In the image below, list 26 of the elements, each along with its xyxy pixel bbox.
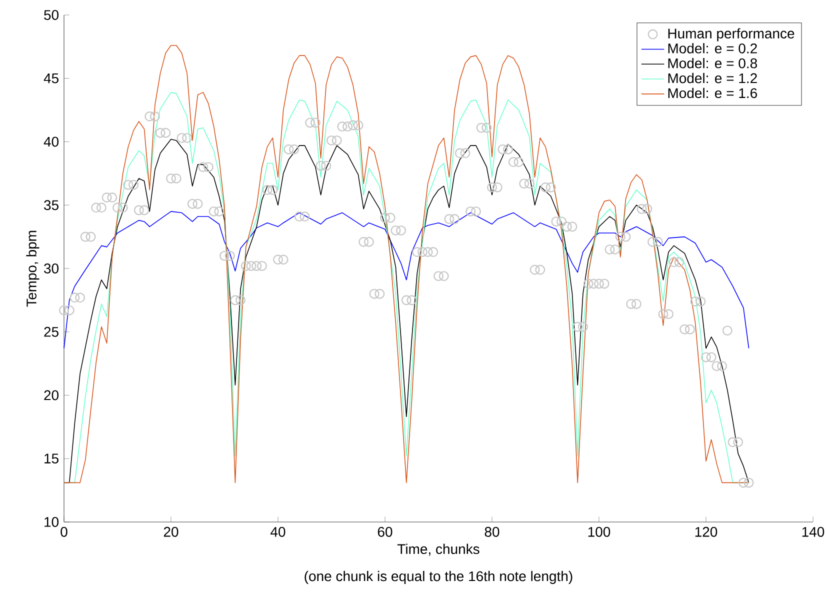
x-tick-label: 80: [484, 526, 500, 537]
y-tick-label: 20: [44, 390, 59, 400]
y-tick-label: 35: [44, 200, 58, 210]
y-axis-title: Tempo, bpm: [26, 230, 40, 307]
legend-label: Model: e = 0.2: [668, 43, 757, 54]
y-tick-label: 15: [44, 454, 58, 464]
text: (one chunk is equal to the 16th note length): [304, 570, 572, 584]
x-tick-label: 0: [60, 526, 68, 537]
line-series: [64, 211, 750, 349]
x-tick-label: 140: [802, 526, 824, 537]
x-tick-label: 20: [164, 526, 178, 537]
x-tick-label: 60: [378, 526, 392, 537]
y-tick-label: 40: [44, 136, 59, 147]
y-tick-label: 45: [44, 73, 58, 84]
y-tick-label: 10: [44, 517, 59, 527]
x-tick-label: 40: [270, 526, 286, 537]
legend-label: Model: e = 1.6: [668, 88, 758, 98]
x-tick-label: 100: [588, 526, 610, 537]
y-tick-label: 25: [44, 326, 58, 337]
legend-label: Human performance: [668, 28, 794, 42]
legend-label: Model: e = 1.2: [668, 72, 757, 84]
legend-label: Model: e = 0.8: [668, 58, 758, 68]
x-axis-title: Time, chunks: [397, 544, 480, 556]
y-tick-label: 50: [44, 10, 59, 20]
x-tick-label: 120: [695, 526, 718, 537]
y-tick-label: 30: [44, 264, 59, 274]
